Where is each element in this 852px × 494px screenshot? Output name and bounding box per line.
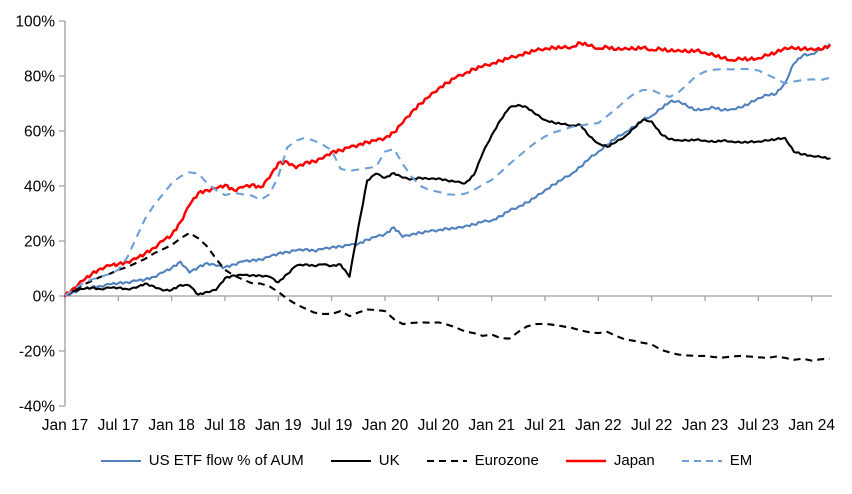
- legend-swatch-em: [681, 459, 722, 462]
- series-line-uk: [63, 103, 831, 298]
- x-axis-label: Jan 21: [468, 417, 515, 434]
- x-axis-label: Jan 22: [575, 417, 622, 434]
- y-axis-label: -40%: [19, 399, 55, 416]
- y-axis-label: 20%: [24, 234, 55, 251]
- y-axis-label: 60%: [24, 124, 55, 141]
- legend-label-eurozone: Eurozone: [474, 452, 539, 469]
- legend-item-us-etf-flow: US ETF flow % of AUM: [100, 452, 304, 469]
- x-axis-label: Jan 19: [255, 417, 302, 434]
- x-axis-label: Jul 21: [524, 417, 565, 434]
- legend-item-japan: Japan: [565, 452, 655, 469]
- legend-swatch-japan: [565, 459, 606, 462]
- legend-label-us-etf-flow: US ETF flow % of AUM: [148, 452, 304, 469]
- legend-label-japan: Japan: [613, 452, 655, 469]
- series-line-eurozone: [64, 231, 830, 362]
- x-axis-label: Jan 20: [362, 417, 409, 434]
- legend-item-em: EM: [681, 452, 753, 469]
- chart-legend: US ETF flow % of AUM UK Eurozone Japan EM: [0, 452, 852, 469]
- y-axis-label: -20%: [19, 344, 55, 361]
- y-axis-label: 100%: [15, 14, 55, 31]
- x-axis-label: Jan 24: [788, 417, 835, 434]
- x-axis-label: Jan 23: [682, 417, 729, 434]
- series-line-em: [64, 67, 830, 297]
- legend-swatch-eurozone: [426, 459, 467, 462]
- legend-label-em: EM: [729, 452, 753, 469]
- x-axis-label: Jan 18: [148, 417, 195, 434]
- x-axis-label: Jul 18: [204, 417, 245, 434]
- legend-label-uk: UK: [378, 452, 400, 469]
- legend-swatch-uk: [330, 459, 371, 462]
- y-axis-label: 40%: [24, 179, 55, 196]
- y-axis-label: 0%: [33, 289, 56, 306]
- x-axis-label: Jul 19: [311, 417, 352, 434]
- x-axis-label: Jul 17: [98, 417, 139, 434]
- y-axis-label: 80%: [24, 69, 55, 86]
- x-axis-label: Jan 17: [42, 417, 89, 434]
- series-line-japan: [63, 41, 831, 298]
- legend-item-eurozone: Eurozone: [426, 452, 539, 469]
- plot-area: Jan 17 Jul 17 Jan 18 Jul 18 Jan 19 Jul 19 Jan …: [15, 14, 835, 435]
- legend-swatch-us-etf-flow: [100, 459, 141, 462]
- series-line-us-etf-flow: [63, 43, 831, 298]
- x-axis-label: Jul 22: [631, 417, 672, 434]
- x-axis-label: Jul 23: [738, 417, 779, 434]
- x-axis-label: Jul 20: [418, 417, 460, 434]
- legend-item-uk: UK: [330, 452, 400, 469]
